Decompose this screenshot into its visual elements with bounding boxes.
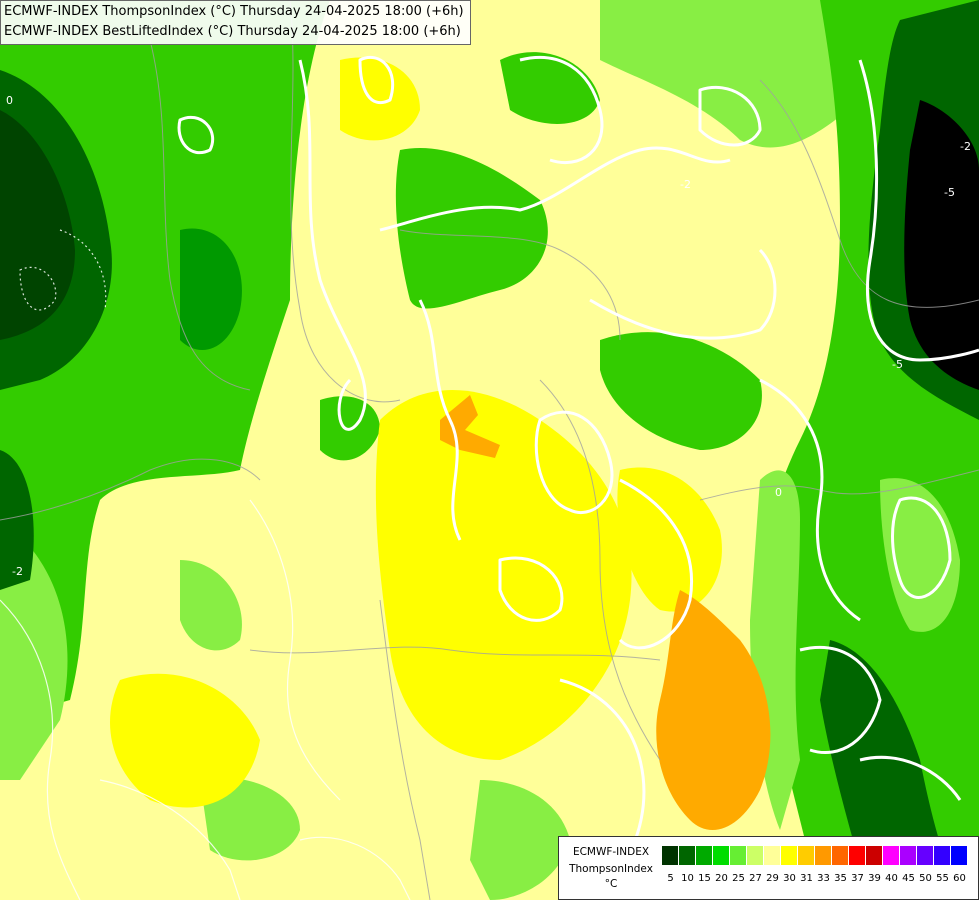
legend-tick: 50 <box>919 873 932 884</box>
legend-ticks: 5 10 15 20 25 27 29 30 31 33 35 37 39 40 45 50 55 60 <box>662 873 968 884</box>
legend-swatch <box>781 846 798 865</box>
field-darkgreen-southeast <box>820 640 960 900</box>
legend-tick: 25 <box>732 873 745 884</box>
legend-tick: 45 <box>902 873 915 884</box>
legend-tick: 55 <box>936 873 949 884</box>
legend-tick: 20 <box>715 873 728 884</box>
contour-label: -2 <box>12 565 23 578</box>
field-yellow-east <box>617 467 722 612</box>
field-green-north <box>395 148 548 309</box>
legend-tick: 10 <box>681 873 694 884</box>
field-black-east <box>904 100 979 390</box>
contour-label: 0 <box>6 94 13 107</box>
contour-label: -2 <box>960 140 971 153</box>
legend-tick: 33 <box>817 873 830 884</box>
legend-tick: 35 <box>834 873 847 884</box>
legend-tick: 37 <box>851 873 864 884</box>
legend-swatch <box>696 846 713 865</box>
legend-tick: 29 <box>766 873 779 884</box>
legend-swatch <box>900 846 917 865</box>
color-legend: ECMWF-INDEX ThompsonIndex °C 5 10 15 20 25 27… <box>558 836 979 900</box>
contour-label: -2 <box>680 178 691 191</box>
legend-swatch <box>832 846 849 865</box>
legend-swatch <box>849 846 866 865</box>
legend-unit: °C <box>604 878 618 890</box>
legend-tick: 60 <box>953 873 966 884</box>
legend-swatch <box>883 846 900 865</box>
contour-label: -5 <box>892 358 903 371</box>
field-lightgreen-south-3 <box>470 780 570 900</box>
field-darkgreen-mid <box>180 228 242 350</box>
legend-swatch <box>713 846 730 865</box>
legend-parameter: ThompsonIndex <box>569 863 653 875</box>
contour-label-group: -5 -2 -5 -2 0 0 -2 <box>6 94 971 578</box>
legend-swatch <box>951 846 968 865</box>
contour-lines-thin <box>0 229 411 900</box>
legend-tick: 30 <box>783 873 796 884</box>
legend-swatch <box>917 846 934 865</box>
legend-swatch <box>815 846 832 865</box>
legend-swatch <box>866 846 883 865</box>
field-yellow-southwest <box>110 673 260 808</box>
legend-swatch <box>798 846 815 865</box>
legend-tick: 39 <box>868 873 881 884</box>
legend-swatches <box>662 846 968 865</box>
contour-lines <box>177 55 979 871</box>
field-lightgreen-south <box>180 560 242 651</box>
field-darkest-west <box>0 110 75 340</box>
contour-label: -5 <box>944 186 955 199</box>
legend-swatch <box>730 846 747 865</box>
legend-swatch <box>662 846 679 865</box>
field-lightgreen-west <box>0 520 68 780</box>
field-orange-center <box>440 395 500 458</box>
map-title-box: ECMWF-INDEX ThompsonIndex (°C) Thursday … <box>0 0 471 45</box>
field-darkgreen-west-2 <box>0 450 34 590</box>
field-lightgreen-north <box>600 0 900 148</box>
legend-swatch <box>747 846 764 865</box>
field-orange-southeast <box>656 590 771 830</box>
contour-label: 0 <box>775 486 782 499</box>
legend-swatch <box>764 846 781 865</box>
legend-tick: 5 <box>667 873 674 884</box>
field-lightgreen-south-2 <box>200 777 300 861</box>
legend-tick: 27 <box>749 873 762 884</box>
legend-swatch <box>934 846 951 865</box>
title-best-lifted-index: ECMWF-INDEX BestLiftedIndex (°C) Thursda… <box>4 24 461 39</box>
field-green-center <box>600 332 762 450</box>
legend-swatch <box>679 846 696 865</box>
legend-tick: 40 <box>885 873 898 884</box>
title-thompson-index: ECMWF-INDEX ThompsonIndex (°C) Thursday … <box>4 4 464 19</box>
field-yellow-center <box>375 390 632 760</box>
legend-tick: 31 <box>800 873 813 884</box>
legend-tick: 15 <box>698 873 711 884</box>
legend-model: ECMWF-INDEX <box>572 846 650 858</box>
